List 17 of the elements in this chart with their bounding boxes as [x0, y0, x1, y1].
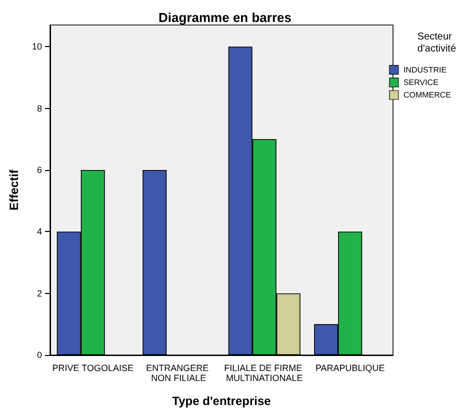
- x-tick-label: PARAPUBLIQUE: [315, 363, 385, 373]
- legend-title: Secteur d'activité: [417, 32, 456, 54]
- y-axis-title: Effectif: [7, 168, 21, 210]
- y-tick-label: 2: [36, 288, 42, 298]
- x-tick-label: ENTRANGERE NON FILIALE: [146, 363, 212, 383]
- y-tick-label: 4: [36, 226, 42, 237]
- chart-title: Diagramme en barres: [158, 10, 292, 25]
- y-tick-label: 8: [36, 103, 42, 114]
- legend-label: SERVICE: [403, 78, 438, 87]
- y-tick-label: 0: [36, 350, 42, 360]
- y-tick-label: 10: [32, 42, 42, 52]
- legend-label: COMMERCE: [403, 90, 452, 100]
- x-axis-title: Type d'entreprise: [172, 394, 272, 408]
- x-tick-label: PRIVE TOGOLAISE: [52, 363, 134, 373]
- y-tick-label: 6: [36, 164, 42, 175]
- legend-label: INDUSTRIE: [403, 65, 447, 74]
- x-tick-label: FILIALE DE FIRME MULTINATIONALE: [224, 363, 305, 383]
